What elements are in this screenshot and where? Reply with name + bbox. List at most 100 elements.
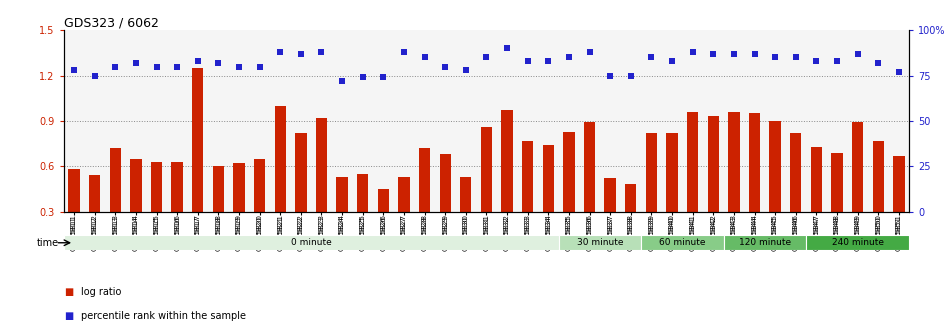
Point bbox=[211, 60, 226, 66]
Point bbox=[128, 60, 144, 66]
Bar bbox=[192, 68, 204, 257]
Bar bbox=[89, 175, 100, 257]
Text: GSM5838: GSM5838 bbox=[628, 214, 633, 249]
Text: 120 minute: 120 minute bbox=[739, 238, 791, 247]
Text: ■: ■ bbox=[64, 311, 73, 321]
Point bbox=[107, 64, 123, 69]
Bar bbox=[68, 169, 80, 257]
Point bbox=[788, 55, 804, 60]
Bar bbox=[543, 145, 554, 257]
Text: GSM5829: GSM5829 bbox=[442, 214, 448, 249]
Point bbox=[417, 55, 432, 60]
Point bbox=[169, 64, 184, 69]
Bar bbox=[64, 235, 558, 250]
Point bbox=[335, 78, 350, 84]
Point bbox=[706, 51, 721, 56]
Bar bbox=[605, 178, 616, 257]
Text: GSM5835: GSM5835 bbox=[566, 214, 572, 249]
Point bbox=[541, 58, 556, 64]
Bar bbox=[254, 159, 265, 257]
Point bbox=[685, 49, 700, 55]
Text: GSM5822: GSM5822 bbox=[298, 214, 304, 249]
Text: GSM5841: GSM5841 bbox=[689, 214, 695, 249]
Text: GSM5832: GSM5832 bbox=[504, 214, 510, 249]
Bar bbox=[708, 117, 719, 257]
Point bbox=[314, 49, 329, 55]
Text: GSM5849: GSM5849 bbox=[855, 214, 861, 249]
Bar bbox=[398, 177, 410, 257]
Point bbox=[582, 49, 597, 55]
Point bbox=[603, 73, 618, 78]
Bar bbox=[584, 123, 595, 257]
Point bbox=[458, 68, 474, 73]
Bar bbox=[481, 127, 492, 257]
Text: GSM5813: GSM5813 bbox=[112, 214, 118, 249]
Text: GSM5851: GSM5851 bbox=[896, 214, 902, 249]
Text: time: time bbox=[37, 238, 59, 248]
Bar bbox=[831, 153, 843, 257]
Bar bbox=[687, 112, 698, 257]
Text: GSM5817: GSM5817 bbox=[195, 214, 201, 249]
Bar bbox=[810, 147, 822, 257]
Bar bbox=[151, 162, 163, 257]
Point bbox=[870, 60, 885, 66]
Text: GSM5819: GSM5819 bbox=[236, 214, 242, 249]
Bar bbox=[233, 163, 244, 257]
Text: GSM5830: GSM5830 bbox=[463, 214, 469, 249]
Bar bbox=[337, 177, 348, 257]
Bar bbox=[460, 177, 472, 257]
Text: GSM5848: GSM5848 bbox=[834, 214, 840, 249]
Text: log ratio: log ratio bbox=[81, 287, 121, 297]
Point bbox=[767, 55, 783, 60]
Bar bbox=[357, 174, 368, 257]
Text: GSM5847: GSM5847 bbox=[813, 214, 820, 249]
Bar bbox=[295, 133, 306, 257]
Text: GDS323 / 6062: GDS323 / 6062 bbox=[64, 16, 159, 29]
Text: GSM5820: GSM5820 bbox=[257, 214, 262, 249]
Text: GSM5816: GSM5816 bbox=[174, 214, 180, 249]
Bar bbox=[806, 235, 909, 250]
Bar bbox=[171, 162, 183, 257]
Point bbox=[850, 51, 865, 56]
Text: GSM5818: GSM5818 bbox=[215, 214, 222, 249]
Text: GSM5824: GSM5824 bbox=[340, 214, 345, 249]
Bar bbox=[724, 235, 806, 250]
Text: GSM5842: GSM5842 bbox=[710, 214, 716, 249]
Point bbox=[273, 49, 288, 55]
Point bbox=[808, 58, 824, 64]
Text: GSM5814: GSM5814 bbox=[133, 214, 139, 249]
Bar bbox=[130, 159, 142, 257]
Point bbox=[829, 58, 844, 64]
Point bbox=[231, 64, 246, 69]
Point bbox=[437, 64, 453, 69]
Text: GSM5823: GSM5823 bbox=[319, 214, 324, 249]
Bar bbox=[378, 189, 389, 257]
Bar bbox=[316, 118, 327, 257]
Text: percentile rank within the sample: percentile rank within the sample bbox=[81, 311, 246, 321]
Point bbox=[499, 46, 514, 51]
Bar bbox=[109, 148, 121, 257]
Text: GSM5826: GSM5826 bbox=[380, 214, 386, 249]
Bar bbox=[728, 112, 740, 257]
Point bbox=[478, 55, 495, 60]
Bar bbox=[893, 156, 904, 257]
Bar bbox=[522, 140, 534, 257]
Text: GSM5812: GSM5812 bbox=[91, 214, 98, 249]
Bar bbox=[748, 114, 760, 257]
Text: 240 minute: 240 minute bbox=[831, 238, 883, 247]
Text: ■: ■ bbox=[64, 287, 73, 297]
Text: GSM5843: GSM5843 bbox=[731, 214, 737, 249]
Text: 30 minute: 30 minute bbox=[576, 238, 623, 247]
Bar bbox=[439, 154, 451, 257]
Text: GSM5811: GSM5811 bbox=[71, 214, 77, 249]
Point bbox=[665, 58, 680, 64]
Point bbox=[252, 64, 267, 69]
Point bbox=[293, 51, 308, 56]
Point bbox=[397, 49, 412, 55]
Point bbox=[747, 51, 762, 56]
Point bbox=[190, 58, 205, 64]
Bar bbox=[213, 166, 224, 257]
Bar bbox=[790, 133, 802, 257]
Text: GSM5845: GSM5845 bbox=[772, 214, 778, 249]
Point bbox=[149, 64, 165, 69]
